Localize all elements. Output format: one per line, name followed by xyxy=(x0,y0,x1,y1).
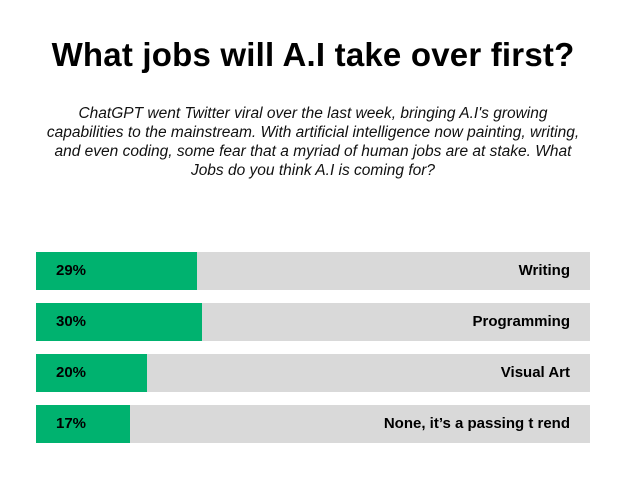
bar-row: 17% None, it’s a passing t rend xyxy=(36,405,590,443)
bar-row: 20% Visual Art xyxy=(36,354,590,392)
bar-row: 29% Writing xyxy=(36,252,590,290)
bar xyxy=(36,303,203,341)
chart-title: What jobs will A.I take over first? xyxy=(51,36,575,73)
bar-value-label: 20% xyxy=(56,364,87,381)
bar-value-label: 30% xyxy=(56,313,87,330)
bar-category-label: None, it’s a passing t rend xyxy=(383,415,570,432)
bar-value-label: 29% xyxy=(56,262,87,279)
bar-category-label: Writing xyxy=(518,262,570,279)
bar-category-label: Visual Art xyxy=(500,364,570,381)
poll-bar-chart: 29% Writing 30% Programming 20% Visual Art 17%… xyxy=(36,252,590,456)
bar-category-label: Programming xyxy=(472,313,570,330)
bar xyxy=(36,354,147,392)
bar-row: 30% Programming xyxy=(36,303,590,341)
chart-subtitle: ChatGPT went Twitter viral over the last… xyxy=(46,105,580,179)
bar-value-label: 17% xyxy=(56,415,87,432)
bar xyxy=(36,252,197,290)
bar xyxy=(36,405,131,443)
